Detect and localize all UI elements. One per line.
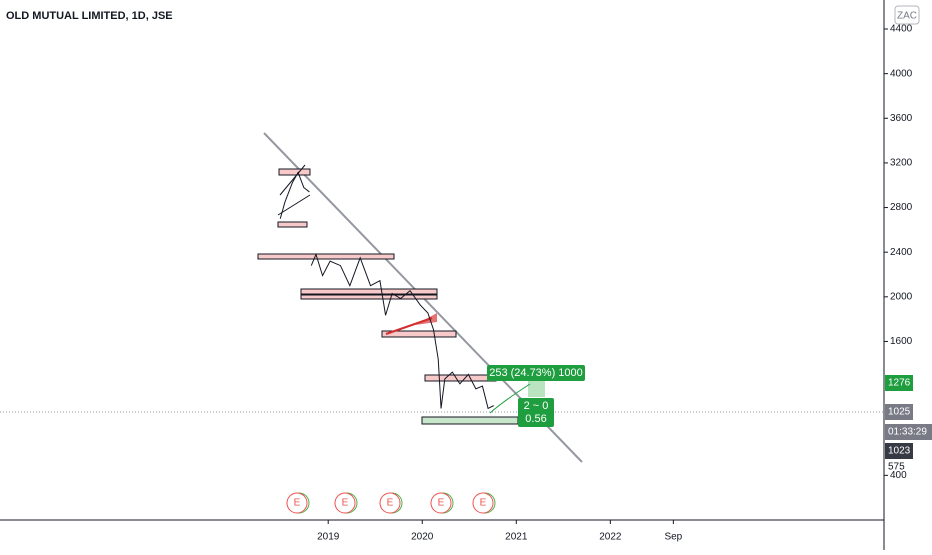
y-tick-label: 2800 bbox=[890, 202, 913, 213]
x-tick-label: 2020 bbox=[411, 532, 434, 543]
earnings-label: E bbox=[438, 498, 445, 509]
x-tick-label: Sep bbox=[664, 532, 682, 543]
price-label: 1023 bbox=[888, 446, 911, 457]
channel-line bbox=[279, 164, 306, 196]
zone bbox=[300, 288, 438, 295]
support-zone bbox=[421, 416, 519, 425]
y-tick-label: 4000 bbox=[890, 68, 913, 79]
x-tick-label: 2019 bbox=[317, 532, 340, 543]
projection-arrow bbox=[489, 383, 531, 414]
price-line bbox=[279, 171, 310, 219]
y-tick-label: 2400 bbox=[890, 247, 913, 258]
currency: ZAC bbox=[897, 11, 917, 22]
price-label: 01:33:29 bbox=[888, 427, 927, 438]
zone bbox=[257, 253, 395, 260]
earnings-marker bbox=[430, 492, 452, 514]
channel-line bbox=[277, 194, 311, 216]
earnings-label: E bbox=[294, 498, 301, 509]
zone bbox=[424, 374, 497, 382]
zone bbox=[278, 168, 311, 176]
price-label-box bbox=[885, 443, 913, 459]
annotation: 0.56 bbox=[525, 413, 546, 425]
earnings-marker bbox=[286, 492, 308, 514]
price-label-box bbox=[885, 375, 913, 391]
y-tick-label: 3200 bbox=[890, 158, 913, 169]
earnings-marker bbox=[334, 492, 356, 514]
price-line bbox=[310, 252, 494, 410]
earnings-label: E bbox=[387, 498, 394, 509]
price-label: 1276 bbox=[888, 378, 911, 389]
annotation: 2 ~ 0 bbox=[524, 400, 549, 412]
y-tick-label: 1600 bbox=[890, 336, 913, 347]
price-label: 575 bbox=[888, 462, 905, 473]
x-tick-label: 2022 bbox=[599, 532, 622, 543]
chart-title: OLD MUTUAL LIMITED, 1D, JSE bbox=[6, 10, 173, 22]
y-tick-label: 3600 bbox=[890, 113, 913, 124]
zone bbox=[277, 221, 308, 228]
annotation-box bbox=[487, 365, 585, 381]
annotation: 253 (24.73%) 1000 bbox=[489, 367, 583, 379]
price-label-box bbox=[885, 404, 913, 420]
red-trend bbox=[385, 317, 433, 335]
y-tick-label: 400 bbox=[890, 470, 907, 481]
price-label-box bbox=[885, 424, 932, 440]
price-label: 1025 bbox=[888, 407, 911, 418]
zone bbox=[300, 294, 438, 300]
currency-box[interactable] bbox=[894, 5, 920, 25]
annotation-box bbox=[518, 398, 554, 427]
x-tick-label: 2021 bbox=[505, 532, 528, 543]
earnings-label: E bbox=[342, 498, 349, 509]
earnings-marker bbox=[472, 492, 494, 514]
y-tick-label: 2000 bbox=[890, 291, 913, 302]
y-tick-label: 4400 bbox=[890, 24, 913, 35]
earnings-label: E bbox=[480, 498, 487, 509]
earnings-marker bbox=[379, 492, 401, 514]
target-zone bbox=[528, 381, 545, 397]
zone bbox=[381, 330, 457, 338]
